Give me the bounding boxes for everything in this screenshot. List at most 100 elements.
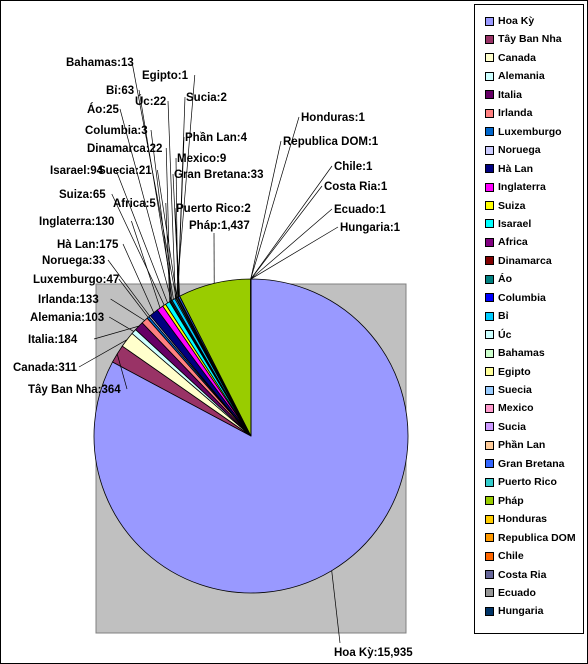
legend-label: Columbia — [498, 291, 546, 304]
legend-item-suecia: Suecia — [485, 381, 532, 399]
legend-label: Hungaria — [498, 605, 544, 618]
legend-swatch — [485, 570, 494, 579]
data-label-mexico: Mexico:9 — [177, 153, 226, 165]
leader-line-tay-ban-nha — [116, 353, 128, 390]
legend-swatch — [485, 237, 494, 247]
legend-label: Áo — [498, 273, 512, 286]
legend-item-ecuado: Ecuado — [485, 584, 536, 602]
legend-item-republica-dom: Republica DOM — [485, 529, 576, 547]
legend-label: Úc — [498, 328, 512, 341]
legend-label: Bahamas — [498, 347, 545, 360]
legend-item-chile: Chile — [485, 547, 524, 565]
legend-item-gran-bretana: Gran Bretana — [485, 455, 565, 473]
legend-label: Chile — [498, 550, 524, 563]
legend-swatch — [485, 348, 494, 358]
data-label-inglaterra: Inglaterra:130 — [39, 216, 114, 228]
legend-swatch — [485, 127, 494, 137]
legend-label: Alemania — [498, 70, 545, 83]
legend-swatch — [485, 219, 494, 229]
legend-item-noruega: Noruega — [485, 141, 541, 159]
legend-item-bi: Bỉ — [485, 307, 509, 325]
legend-label: Hà Lan — [498, 162, 534, 175]
data-label-bahamas: Bahamas:13 — [66, 57, 134, 69]
legend-swatch — [485, 440, 494, 450]
data-label-alemania: Alemania:103 — [30, 312, 104, 324]
leader-line-bi — [138, 89, 174, 300]
legend-swatch — [485, 53, 494, 63]
legend-label: Ecuado — [498, 586, 536, 599]
leader-line-gran-bretana — [172, 173, 180, 297]
legend-swatch — [485, 422, 494, 432]
legend-item-suiza: Suiza — [485, 197, 525, 215]
legend-label: Italia — [498, 88, 522, 101]
legend-swatch — [485, 34, 494, 44]
data-label-dinamarca: Dinamarca:22 — [87, 143, 162, 155]
legend-swatch — [485, 274, 494, 284]
leader-line-inglaterra — [131, 220, 161, 309]
legend-label: Mexico — [498, 402, 534, 415]
data-label-africa: Africa:5 — [113, 198, 156, 210]
legend-label: Republica DOM — [498, 531, 576, 544]
data-label-canada: Canada:311 — [13, 362, 78, 374]
legend-swatch — [485, 606, 494, 616]
legend-item-puerto-rico: Puerto Rico — [485, 473, 557, 491]
legend-label: Africa — [498, 236, 528, 249]
leader-line-bahamas — [131, 61, 177, 299]
legend-label: Suecia — [498, 384, 532, 396]
legend-label: Egipto — [498, 365, 531, 378]
legend-item-phap: Pháp — [485, 492, 524, 510]
data-label-chile: Chile:1 — [334, 161, 373, 173]
data-label-columbia: Columbia:3 — [85, 125, 148, 137]
legend-swatch — [485, 256, 494, 266]
legend-label: Puerto Rico — [498, 476, 557, 489]
legend-swatch — [485, 293, 494, 303]
legend-label: Honduras — [498, 513, 548, 526]
data-label-bi: Bỉ:63 — [106, 85, 134, 97]
legend-swatch — [485, 108, 494, 118]
leader-line-ha-lan — [122, 243, 155, 313]
legend-item-irlanda: Irlanda — [485, 104, 532, 122]
legend-swatch — [485, 459, 494, 469]
legend-item-luxemburgo: Luxemburgo — [485, 123, 562, 141]
leader-line-irlanda — [110, 298, 145, 321]
legend: Hoa Kỳ Tây Ban Nha Canada Alemania Italia Irl… — [474, 4, 584, 634]
legend-swatch — [485, 330, 494, 340]
legend-swatch — [485, 164, 494, 174]
legend-label: Suiza — [498, 199, 526, 212]
data-label-gran-bretana: Gran Bretana:33 — [174, 169, 263, 181]
legend-swatch — [485, 145, 494, 155]
legend-item-columbia: Columbia — [485, 289, 546, 307]
data-label-uc: Úc:22 — [135, 95, 166, 108]
data-label-hoa-ky: Hoa Kỳ:15,935 — [334, 647, 413, 659]
leader-line-luxemburgo — [118, 278, 149, 318]
leader-line-suecia — [157, 169, 178, 298]
legend-item-costa-ria: Costa Ria — [485, 566, 546, 584]
legend-item-africa: Africa — [485, 233, 528, 251]
legend-swatch — [485, 16, 494, 26]
legend-label: Tây Ban Nha — [498, 33, 562, 46]
leader-line-suiza — [111, 193, 165, 306]
data-label-honduras: Honduras:1 — [301, 112, 366, 124]
legend-swatch — [485, 514, 494, 524]
data-label-noruega: Noruega:33 — [42, 255, 105, 267]
data-label-italia: Italia:184 — [28, 334, 78, 346]
leader-line-costa-ria — [250, 185, 323, 280]
legend-label: Phần Lan — [498, 439, 546, 452]
legend-label: Sucia — [498, 420, 527, 433]
legend-swatch — [485, 496, 494, 506]
data-label-suiza: Suiza:65 — [59, 189, 106, 201]
legend-swatch — [485, 477, 494, 487]
legend-label: Irlanda — [498, 107, 533, 120]
leader-line-italia — [93, 325, 139, 340]
data-label-isarael: Isarael:94 — [50, 165, 104, 177]
legend-item-ao: Áo — [485, 270, 512, 288]
legend-item-sucia: Sucia — [485, 418, 526, 436]
legend-label: Dinamarca — [498, 254, 552, 267]
data-label-tay-ban-nha: Tây Ban Nha:364 — [28, 384, 121, 396]
callout-leader-lines — [78, 61, 341, 644]
leader-line-uc — [167, 100, 176, 299]
legend-swatch — [485, 588, 494, 598]
legend-item-isarael: Isarael — [485, 215, 531, 233]
legend-swatch — [485, 403, 494, 413]
